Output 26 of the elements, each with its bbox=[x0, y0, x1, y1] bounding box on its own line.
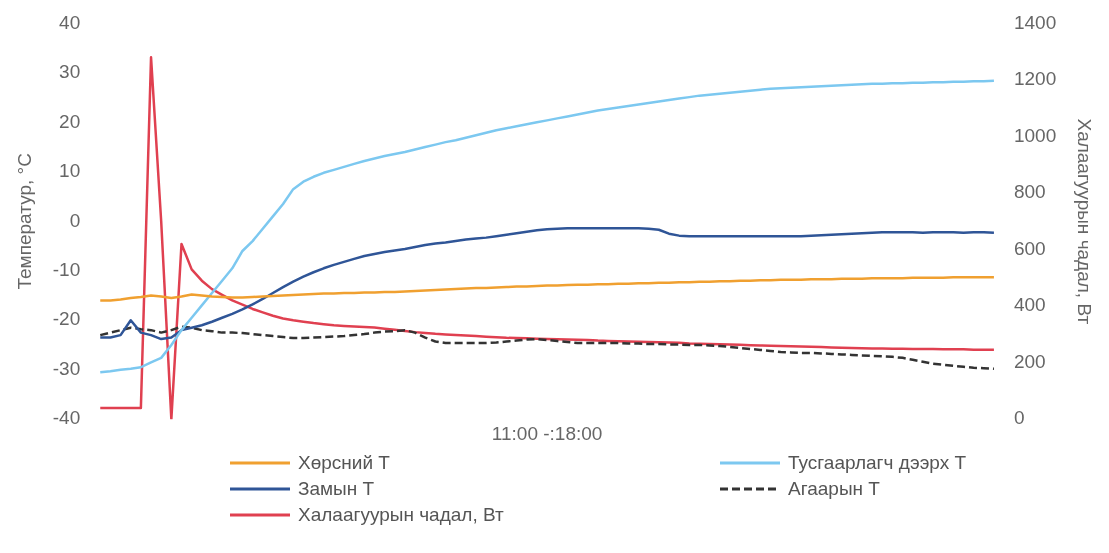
y-axis-title: Температур, °C bbox=[13, 153, 35, 290]
y-tick-label: 0 bbox=[69, 209, 81, 231]
x-axis-title: 11:00 -:18:00 bbox=[491, 422, 603, 444]
y-tick-label: -20 bbox=[52, 308, 81, 330]
y2-tick-label: 800 bbox=[1013, 181, 1046, 203]
y-tick-label: 10 bbox=[59, 160, 81, 182]
y-tick-label: 20 bbox=[59, 110, 81, 132]
line-series bbox=[99, 325, 996, 370]
y-tick-label: 30 bbox=[59, 61, 81, 83]
y-tick-label: -30 bbox=[52, 357, 81, 379]
y2-tick-label: 1200 bbox=[1013, 68, 1057, 90]
y2-tick-label: 600 bbox=[1013, 237, 1046, 259]
y-tick-label: -40 bbox=[52, 407, 81, 429]
legend-label: Агаарын Т bbox=[788, 478, 880, 500]
y2-tick-label: 200 bbox=[1013, 350, 1046, 372]
y2-tick-label: 0 bbox=[1013, 407, 1025, 429]
legend-label: Замын Т bbox=[298, 478, 375, 500]
legend-label: Халаагуурын чадал, Вт bbox=[298, 504, 504, 526]
legend-label: Тусгаарлагч дээрх Т bbox=[788, 452, 967, 474]
legend-label: Хөрсний Т bbox=[298, 452, 390, 474]
y-tick-label: 40 bbox=[59, 11, 81, 33]
y-tick-label: -10 bbox=[52, 259, 81, 281]
y2-tick-label: 400 bbox=[1013, 294, 1046, 316]
y2-tick-label: 1400 bbox=[1013, 11, 1057, 33]
y2-tick-label: 1000 bbox=[1013, 124, 1057, 146]
y2-axis-title: Халаагуурын чадал, Вт bbox=[1074, 118, 1096, 325]
